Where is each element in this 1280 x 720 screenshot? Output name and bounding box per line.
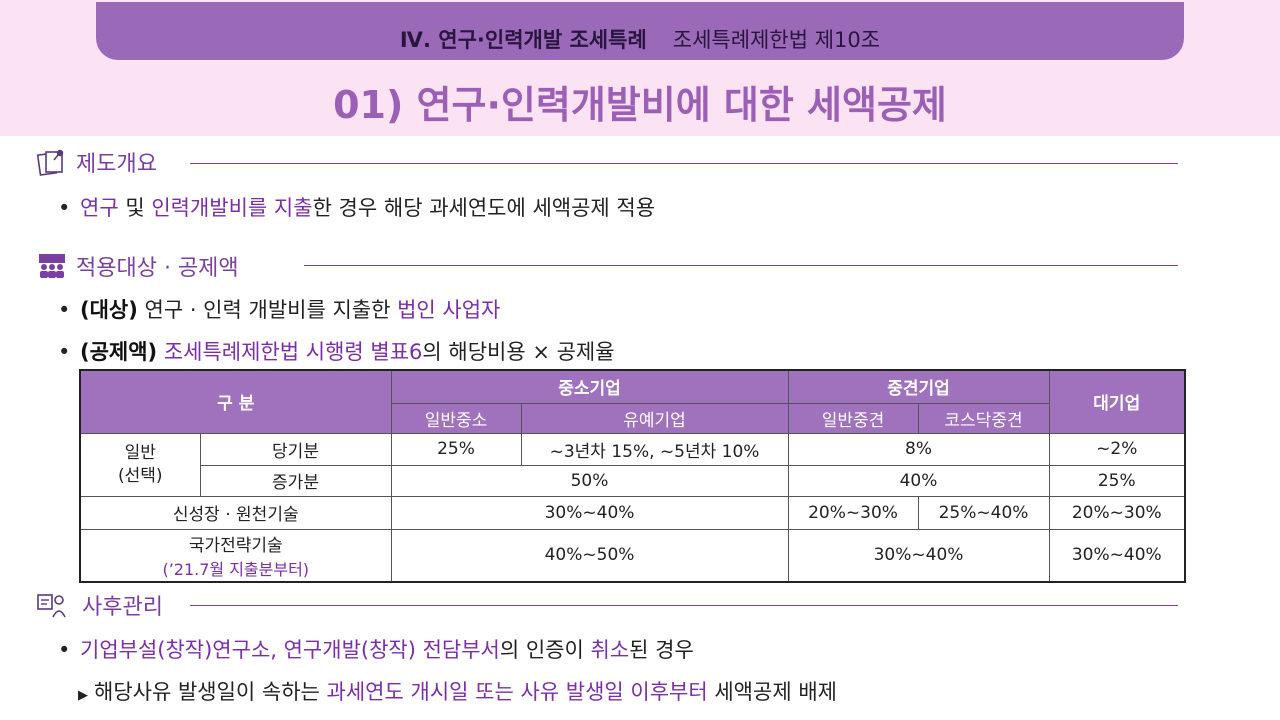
cell: 25% [390, 432, 522, 466]
aftercare-bullet: • 기업부설(창작)연구소, 연구개발(창작) 전담부서의 인증이 취소된 경우 [58, 638, 694, 662]
cell: 8% [787, 432, 1050, 466]
cell: 40% [787, 464, 1050, 497]
section-divider [190, 163, 1178, 164]
header-sme: 중소기업 [390, 369, 789, 404]
section-divider [304, 265, 1178, 266]
aftercare-heading: 사후관리 [82, 595, 163, 620]
strategic-label: 국가전략기술 [188, 535, 283, 556]
aftercare-sub-bullet: ▶ 해당사유 발생일이 속하는 과세연도 개시일 또는 사유 발생일 이후부터 세… [78, 680, 837, 704]
document-pin-icon [34, 147, 70, 177]
header-mid-general: 일반중견 [787, 402, 919, 434]
chapter-banner: Ⅳ. 연구·인력개발 조세특례 조세특례제한법 제10조 [96, 2, 1184, 60]
section-overview-heading: 제도개요 [34, 147, 157, 177]
overview-bullet: • 연구 및 인력개발비를 지출한 경우 해당 과세연도에 세액공제 적용 [58, 196, 656, 220]
cell: 20%~30% [1048, 495, 1186, 530]
deduction-bullet: • (공제액) 조세특례제한법 시행령 별표6의 해당비용 × 공제율 [58, 340, 615, 364]
cell: 20%~30% [787, 495, 919, 530]
deduction-rate-table: 구 분 중소기업 중견기업 대기업 일반중소 유예기업 일반중견 코스닥중견 일… [79, 369, 1187, 583]
cell: ~2% [1048, 432, 1186, 466]
strategic-sublabel: (’21.7월 지출분부터) [162, 559, 310, 579]
header-category: 구 분 [79, 369, 392, 434]
row-increase-label: 증가분 [199, 464, 392, 497]
row-strategic-label: 국가전략기술 (’21.7월 지출분부터) [79, 528, 392, 583]
cell: 50% [390, 464, 789, 497]
header-large: 대기업 [1048, 369, 1186, 434]
cell: 25%~40% [917, 495, 1050, 530]
target-bullet: • (대상) 연구 · 인력 개발비를 지출한 법인 사업자 [58, 298, 501, 322]
cell: 30%~40% [1048, 528, 1186, 583]
cell: ~3년차 15%, ~5년차 10% [520, 432, 789, 466]
row-current-label: 당기분 [199, 432, 392, 466]
person-presenting-icon [34, 590, 70, 620]
triangle-right-icon: ▶ [78, 688, 88, 703]
section-aftercare-heading: 사후관리 [34, 590, 163, 620]
banner-text: Ⅳ. 연구·인력개발 조세특례 조세특례제한법 제10조 [96, 24, 1184, 54]
cell: 40%~50% [390, 528, 789, 583]
page-title: 01) 연구·인력개발비에 대한 세액공제 [333, 83, 947, 127]
header-mid: 중견기업 [787, 369, 1050, 404]
section-divider [190, 605, 1178, 606]
law-reference: 조세특례제한법 제10조 [672, 28, 881, 52]
header-sme-general: 일반중소 [390, 402, 522, 434]
meeting-people-icon [34, 251, 70, 281]
cell: 30%~40% [787, 528, 1050, 583]
header-sme-grace: 유예기업 [520, 402, 789, 434]
general-label: 일반 (선택) [79, 432, 201, 497]
header-mid-kosdaq: 코스닥중견 [917, 402, 1050, 434]
cell: 25% [1048, 464, 1186, 497]
row-growth-label: 신성장 · 원천기술 [79, 495, 392, 530]
cell: 30%~40% [390, 495, 789, 530]
section-target-heading: 적용대상 · 공제액 [34, 251, 239, 281]
target-heading: 적용대상 · 공제액 [76, 256, 239, 281]
overview-heading: 제도개요 [76, 152, 157, 177]
chapter-title: Ⅳ. 연구·인력개발 조세특례 [399, 28, 647, 52]
